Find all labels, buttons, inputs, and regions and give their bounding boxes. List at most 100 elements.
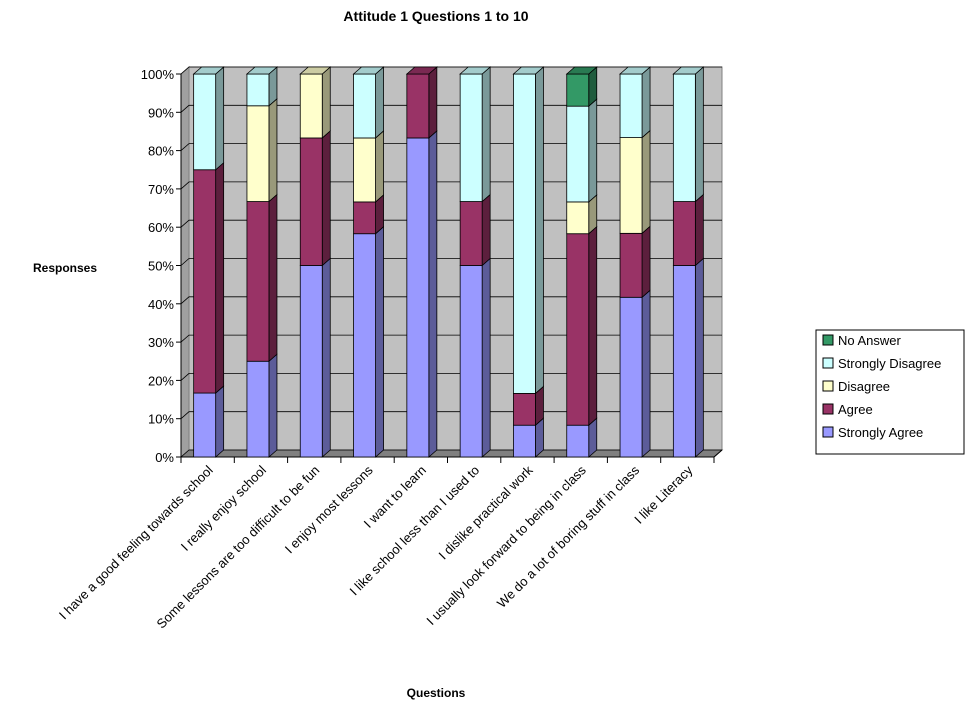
bar-strongly-disagree-top: [618, 66, 652, 75]
gridline: [180, 334, 722, 343]
gridline: [180, 66, 722, 75]
x-tick-label: I enjoy most lessons: [282, 462, 376, 556]
y-tick-label: 30%: [148, 335, 174, 350]
bar-strongly-disagree-side: [694, 66, 704, 203]
bar-disagree-top: [299, 66, 332, 75]
gridline: [180, 181, 722, 190]
bar-strongly-agree: [513, 424, 536, 458]
y-tick-label: 70%: [148, 182, 174, 197]
y-tick-label: 80%: [148, 144, 174, 159]
bar-strongly-agree: [459, 265, 483, 458]
bar-disagree-side: [321, 66, 331, 139]
bar-agree: [193, 169, 217, 394]
bar-agree: [246, 201, 270, 362]
legend-label-disagree: Disagree: [838, 379, 890, 394]
bar-agree-side: [428, 66, 438, 139]
bar-agree-side: [215, 161, 225, 394]
x-axis-title: Questions: [407, 686, 466, 700]
bar-strongly-disagree: [672, 73, 696, 202]
bar-strongly-agree-side: [694, 257, 704, 458]
bar-strongly-disagree-top: [192, 66, 225, 75]
gridline: [180, 258, 722, 266]
bar-disagree-side: [268, 97, 278, 203]
bar-disagree: [246, 105, 270, 202]
bar-agree: [566, 233, 590, 426]
bar-strongly-disagree-top: [245, 66, 279, 75]
bar-strongly-disagree: [619, 73, 643, 138]
bar-strongly-agree: [193, 392, 217, 458]
legend-label-strongly-agree: Strongly Agree: [838, 425, 923, 440]
gridline: [180, 296, 722, 305]
plot-area: 0%10%20%30%40%50%60%70%80%90%100%I have …: [56, 65, 724, 631]
y-tick-label: 60%: [148, 220, 174, 235]
gridline: [180, 411, 722, 420]
bar-strongly-disagree-top: [459, 66, 492, 75]
bar-strongly-disagree-side: [481, 66, 491, 203]
bar-agree: [513, 393, 536, 426]
y-tick-label: 10%: [148, 412, 174, 427]
bar-strongly-agree-side: [321, 257, 331, 458]
bar-strongly-agree: [406, 137, 430, 458]
bar-strongly-disagree-side: [588, 98, 598, 203]
bar-strongly-disagree: [566, 105, 590, 203]
bar-disagree: [299, 73, 323, 139]
bar-disagree: [566, 201, 590, 235]
legend-swatch-disagree: [822, 380, 834, 392]
legend-label-agree: Agree: [838, 402, 873, 417]
bar-disagree: [619, 137, 643, 234]
bar-strongly-disagree: [193, 73, 217, 171]
bar-agree: [406, 73, 430, 139]
bar-strongly-agree: [619, 296, 643, 458]
bar-no-answer-top: [565, 66, 598, 75]
legend-swatch-strongly-disagree: [822, 357, 834, 369]
bar-agree: [459, 201, 483, 266]
bar-strongly-disagree: [246, 73, 270, 107]
gridline: [180, 449, 722, 458]
bar-strongly-agree-side: [428, 130, 438, 458]
x-tick-label: I dislike practical work: [436, 462, 536, 562]
bar-strongly-disagree-side: [641, 66, 651, 139]
x-axis-edge: [713, 449, 723, 458]
bar-strongly-agree-side: [215, 385, 225, 458]
bar-agree-side: [481, 193, 491, 267]
bar-strongly-disagree: [459, 73, 483, 202]
legend-swatch-agree: [822, 403, 834, 415]
y-tick-label: 20%: [148, 373, 174, 388]
bar-strongly-agree-side: [641, 289, 651, 458]
bar-disagree-side: [641, 129, 651, 235]
y-tick-label: 40%: [148, 297, 174, 312]
bar-agree-side: [588, 225, 598, 427]
bar-strongly-agree: [672, 265, 696, 458]
bar-agree-side: [694, 193, 704, 267]
bar-strongly-agree-side: [268, 353, 278, 458]
y-tick-label: 0%: [155, 450, 174, 465]
bar-strongly-agree-side: [481, 257, 491, 458]
y-axis-title: Responses: [33, 261, 97, 275]
gridline: [180, 372, 722, 381]
bar-agree-side: [641, 225, 651, 299]
bar-agree-side: [321, 130, 331, 267]
bar-strongly-disagree-top: [672, 66, 705, 75]
bar-disagree-side: [375, 130, 384, 203]
bar-strongly-agree: [299, 265, 323, 458]
legend: No Answer Strongly Disagree Disagree Agree S…: [815, 329, 965, 455]
bar-strongly-disagree-side: [535, 66, 544, 395]
bar-agree: [353, 201, 376, 235]
bar-disagree: [353, 137, 376, 203]
legend-label-strongly-disagree: Strongly Disagree: [838, 356, 941, 371]
bar-strongly-disagree-side: [215, 66, 225, 171]
gridline: [180, 219, 722, 228]
gridline: [180, 104, 722, 113]
legend-swatch-no-answer: [822, 334, 834, 346]
bar-strongly-agree: [566, 424, 590, 458]
bar-agree-top: [405, 66, 438, 75]
gridline: [180, 143, 722, 151]
legend-label-no-answer: No Answer: [838, 333, 902, 348]
bar-strongly-disagree-top: [352, 66, 385, 75]
y-tick-label: 50%: [148, 259, 174, 274]
bar-no-answer: [566, 73, 590, 107]
y-tick-label: 100%: [141, 67, 175, 82]
bar-strongly-agree: [246, 360, 270, 458]
bar-strongly-agree-side: [375, 225, 384, 458]
